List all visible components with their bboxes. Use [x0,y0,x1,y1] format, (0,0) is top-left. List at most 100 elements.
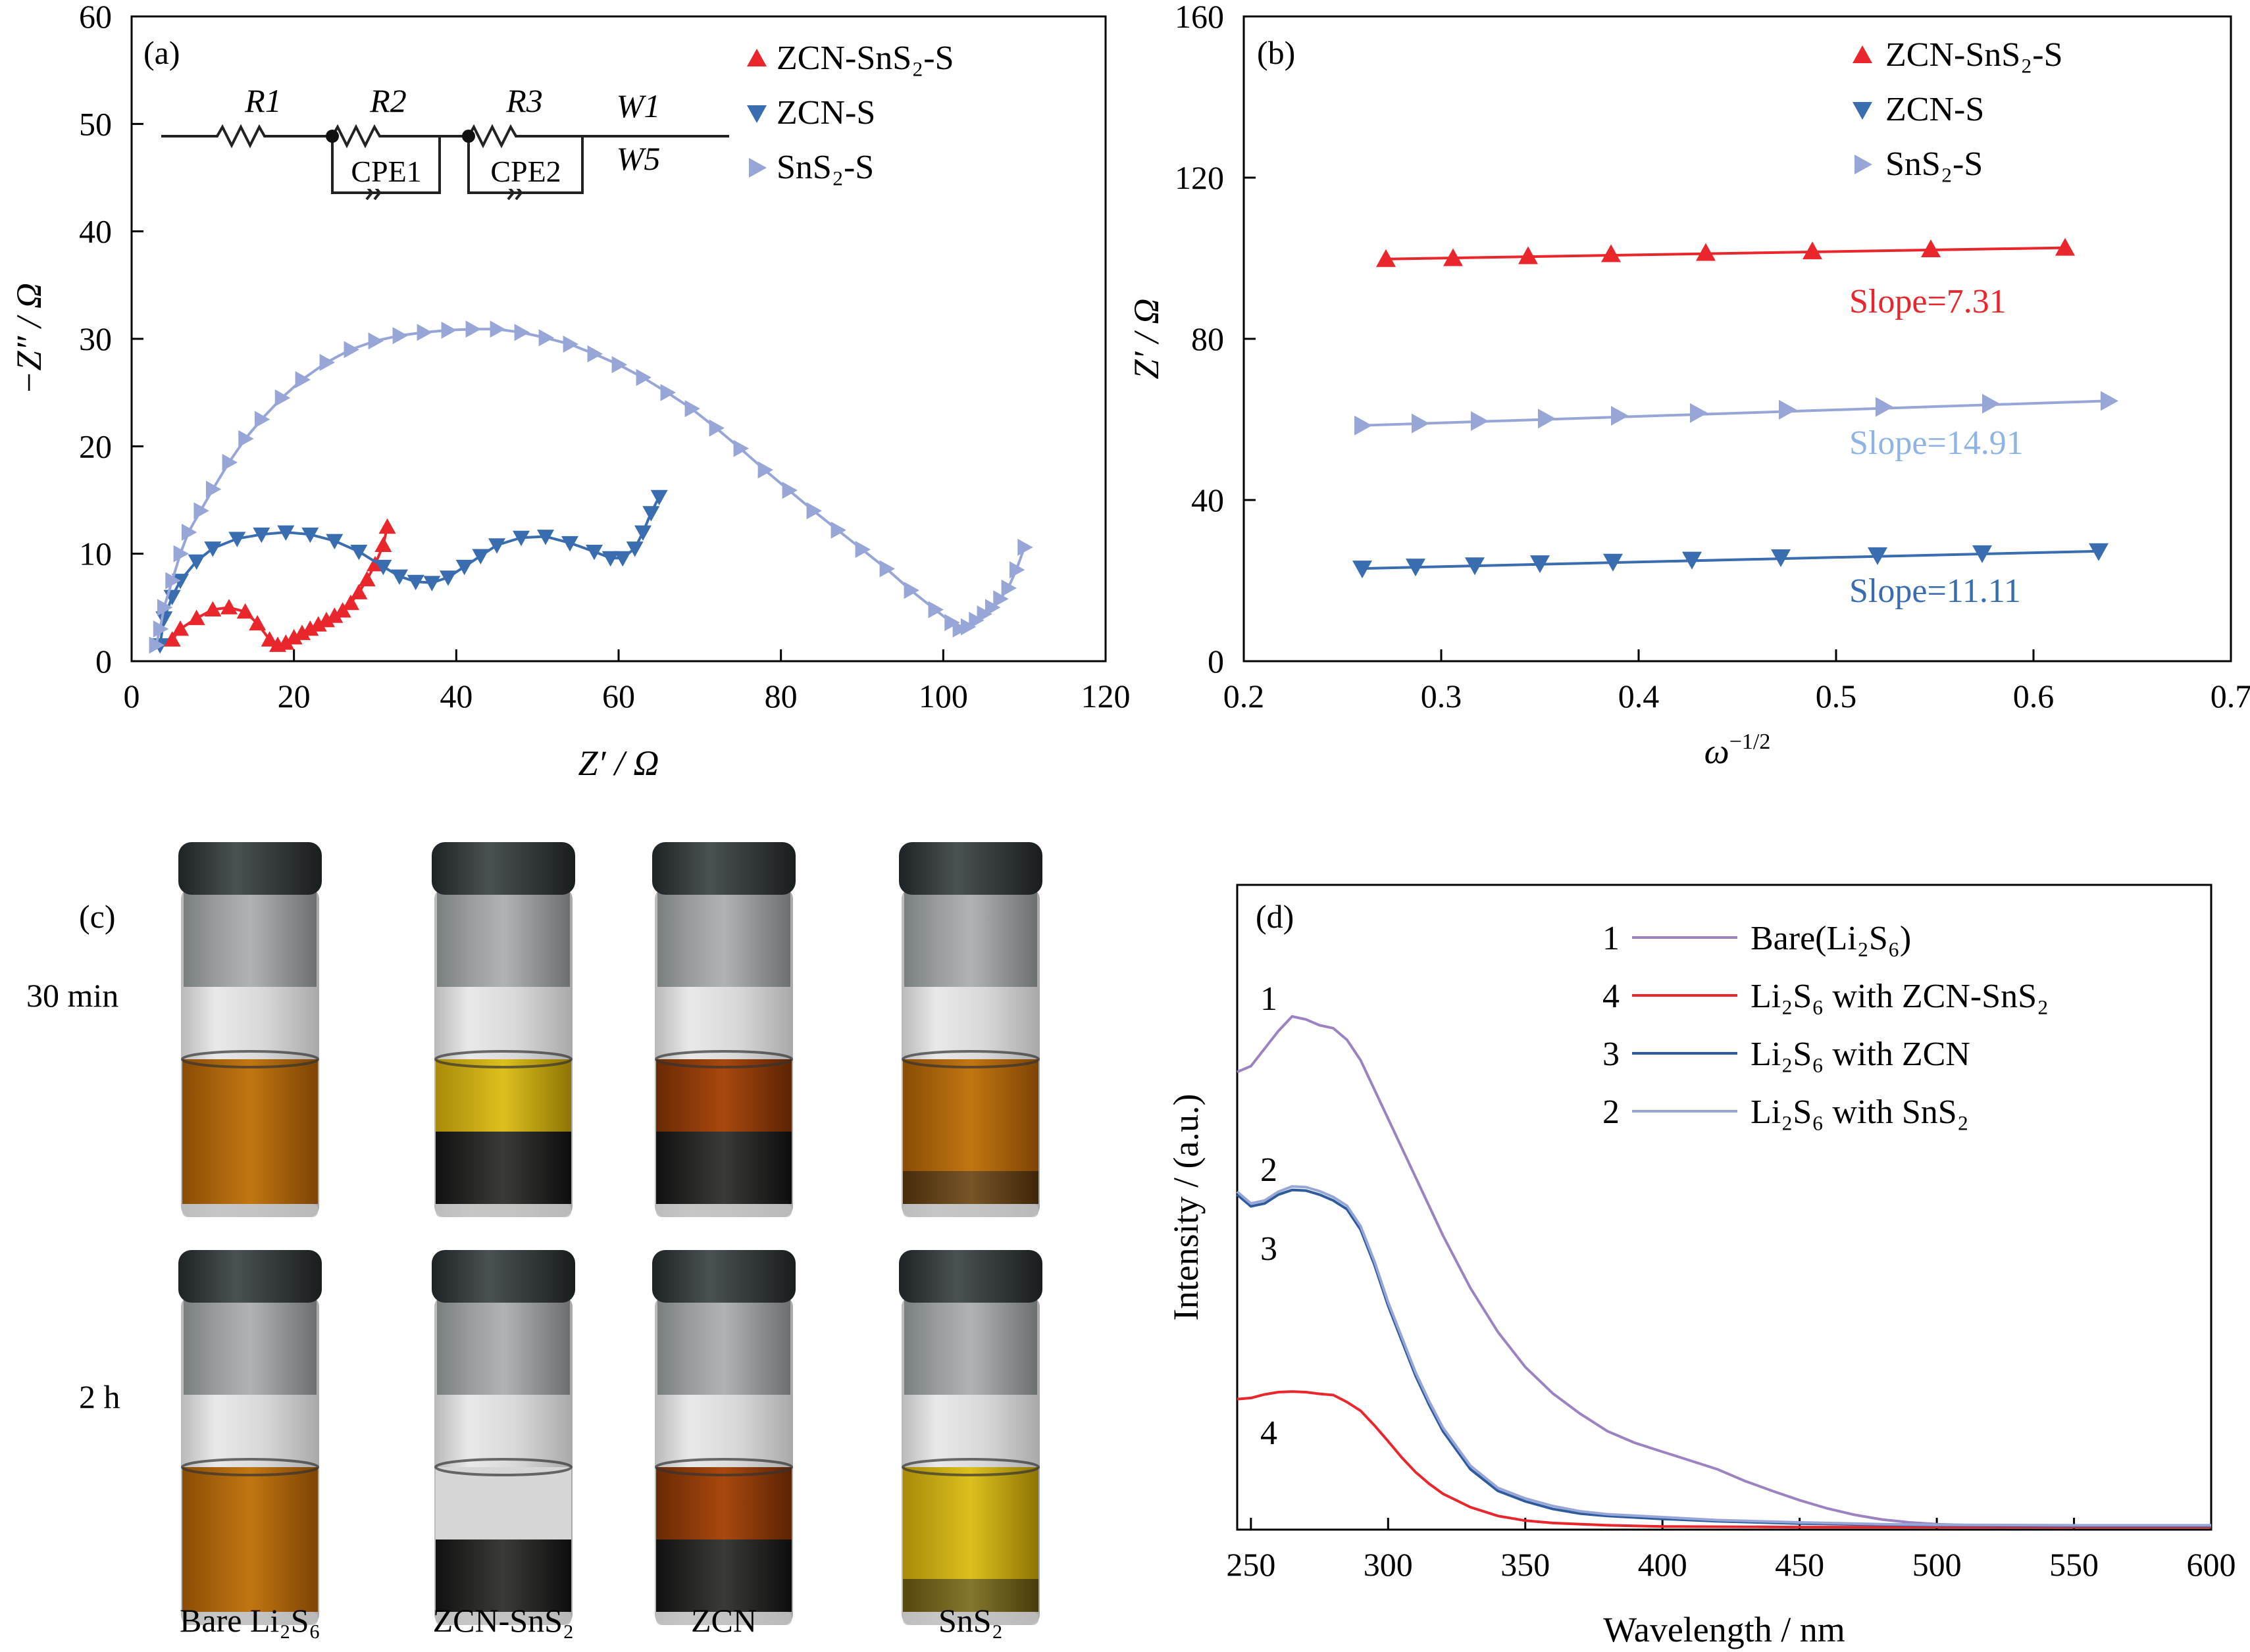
series-line-zcn-s [159,496,661,645]
row-label-2h: 2 h [79,1378,120,1415]
data-point-zcn-s [634,525,652,541]
data-point-zcn-sns-s [301,620,319,636]
x-tick-label: 350 [1500,1546,1550,1583]
data-point-sns-s [960,618,977,636]
vial-sediment [656,1539,792,1612]
data-point-zcn-s [586,545,603,561]
data-point-sns-s [368,332,384,350]
panel-b-tag: (b) [1257,34,1295,71]
cpe2-symbol [507,185,523,201]
panel-d-ticks: 250 300 350 400 450 500 550 600 [1226,1518,2236,1583]
r1-label: R1 [244,82,282,119]
vial-cap [432,1250,575,1303]
data-point-zcn-s [488,538,505,554]
y-tick-label: 80 [1191,320,1224,357]
circuit-wire [161,124,729,149]
data-point-sns-s [222,453,238,471]
data-point-zcn-sns-s [326,607,344,623]
vial-base [903,1204,1038,1217]
vial-photos [178,842,1042,1625]
data-point-zcn-sns-s [294,624,311,640]
data-point-zcn-sns-s [188,609,205,626]
legend-label-sns-s: SnS₂-S [1885,145,1983,183]
x-tick-label: 0.6 [2013,678,2055,714]
vial-neck [437,882,570,987]
data-point-zcn-s [407,574,424,591]
cpe1-label: CPE1 [351,155,421,188]
panel-b-ylabel: Z′ / Ω [1127,299,1166,380]
legend-number-1: 1 [1602,920,1620,957]
vial-sediment [436,1132,571,1204]
panel-d-frame [1236,884,2212,1531]
data-point-sns-s [274,389,291,407]
legend-marker-sns-s [749,158,767,178]
vial-sediment [903,1171,1038,1204]
data-point-sns-s [587,345,603,363]
vial-1-4 [899,842,1042,1217]
data-point-sns-s [993,590,1009,608]
cpe1-bg [337,148,436,189]
data-point-zcn-sns-s [204,601,222,616]
y-tick-label: 20 [79,428,112,464]
data-point-zcn-s [253,527,270,543]
vial-neck [904,882,1037,987]
panel-b-series [1352,238,2118,579]
x-tick-label: 60 [602,678,635,714]
data-point-sns-s [944,614,960,632]
x-tick-label: 600 [2187,1546,2236,1583]
w5-label: W5 [617,140,661,177]
data-point-sns-s [149,636,165,654]
data-point-zcn-s [391,569,408,585]
r3-label: R3 [505,82,543,119]
data-point-zcn-s [423,576,441,591]
vial-sediment [436,1539,571,1612]
vial-sediment [903,1579,1038,1612]
data-point-zcn-sns-s [1601,244,1621,263]
data-point-zcn-s [601,551,619,567]
curve-label-3: 3 [1260,1230,1277,1268]
legend-label-zcn-s: ZCN-S [1885,91,1984,128]
data-point-sns-s [709,419,725,437]
data-point-sns-s [490,320,505,338]
vial-2-1 [178,1250,322,1625]
data-point-sns-s [757,461,773,479]
y-tick-label: 160 [1175,0,1224,35]
curve-label-4: 4 [1260,1414,1277,1452]
legend-marker-zcn-s [747,105,767,123]
data-point-sns-s [157,599,173,616]
data-point-zcn-s [1465,557,1485,576]
panel-b-frame [1242,15,2232,663]
data-point-sns-s [254,411,270,428]
x-tick-label: 400 [1638,1546,1687,1583]
data-point-zcn-s [455,559,473,576]
data-point-zcn-sns-s [1443,248,1463,266]
x-tick-label: 20 [278,678,311,714]
data-point-sns-s [2101,391,2118,411]
w1-text: W1 [617,88,661,124]
legend-marker-sns-s [1854,155,1872,174]
legend-label-zcn-sns-s: ZCN-SnS₂-S [777,39,954,77]
vial-meniscus [655,1050,793,1068]
data-point-sns-s [1982,393,2000,414]
data-point-sns-s [205,480,222,498]
data-point-sns-s [1412,413,1429,434]
data-point-zcn-s [1682,551,1702,570]
w5-text: W5 [617,140,661,177]
vial-meniscus [655,1458,793,1476]
data-point-zcn-s [1972,545,1992,563]
data-point-sns-s [417,324,432,341]
vial-2-3 [652,1250,796,1625]
data-point-sns-s [392,327,408,345]
legend-label-bare-li-s-: Bare(Li₂S₆) [1751,920,1911,957]
vial-base [656,1204,792,1217]
spectrum-line-bare-li-s- [1237,1014,2211,1528]
legend-label-sns-s: SnS₂-S [777,149,874,186]
data-point-sns-s [1876,397,1893,417]
data-point-sns-s [1690,403,1708,423]
r2-text: R2 [369,82,407,119]
data-point-sns-s [733,439,749,457]
panel-b-xlabel: ω−1/2 [1704,730,1771,771]
data-point-sns-s [1611,405,1629,426]
vial-meniscus [434,1050,573,1068]
cpe1-symbol [365,185,381,201]
